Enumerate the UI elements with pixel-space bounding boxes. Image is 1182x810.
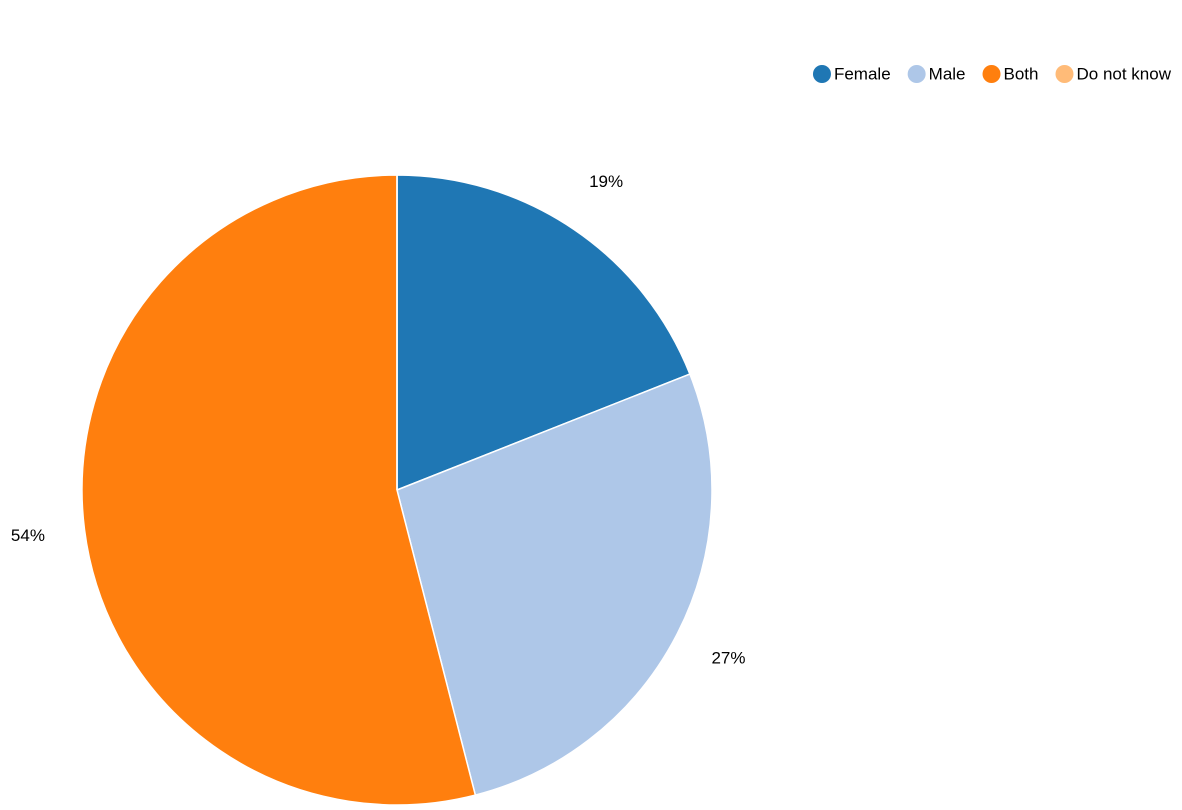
data-label: 27% bbox=[711, 648, 745, 667]
legend-marker bbox=[982, 65, 1001, 83]
pie-slice bbox=[396, 373, 713, 797]
legend-label: Do not know bbox=[1077, 64, 1172, 83]
legend-marker bbox=[812, 65, 831, 83]
pie-slice bbox=[81, 174, 477, 806]
data-label: 19% bbox=[589, 172, 623, 191]
legend-label: Female bbox=[834, 64, 891, 83]
legend-marker bbox=[907, 65, 926, 83]
data-label: 54% bbox=[11, 526, 45, 545]
legend-marker bbox=[1055, 65, 1074, 83]
pie-slice bbox=[396, 174, 691, 492]
legend: Female Male Both Do not know bbox=[812, 64, 1172, 83]
legend-label: Both bbox=[1004, 64, 1039, 83]
legend-label: Male bbox=[929, 64, 966, 83]
